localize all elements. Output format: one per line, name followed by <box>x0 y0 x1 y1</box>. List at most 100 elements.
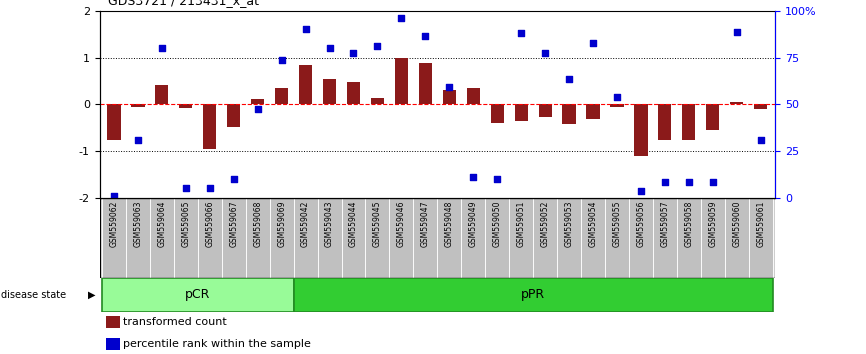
Text: pPR: pPR <box>521 288 546 301</box>
Text: GSM559067: GSM559067 <box>229 201 238 247</box>
Text: GSM559045: GSM559045 <box>373 201 382 247</box>
Bar <box>443 90 456 104</box>
Bar <box>341 198 365 278</box>
Text: GSM559069: GSM559069 <box>277 201 286 247</box>
Point <box>753 137 767 142</box>
Text: GSM559062: GSM559062 <box>109 201 119 247</box>
Bar <box>539 104 552 117</box>
Bar <box>437 198 462 278</box>
Text: GSM559043: GSM559043 <box>325 201 334 247</box>
Bar <box>132 104 145 107</box>
Bar <box>629 198 653 278</box>
Point <box>323 45 337 51</box>
Text: GSM559055: GSM559055 <box>612 201 622 247</box>
Text: GSM559049: GSM559049 <box>469 201 478 247</box>
Bar <box>275 88 288 104</box>
Bar <box>653 198 677 278</box>
Bar <box>294 198 318 278</box>
Bar <box>150 198 174 278</box>
Bar <box>677 198 701 278</box>
Bar <box>107 104 120 139</box>
Bar <box>126 198 150 278</box>
Text: transformed count: transformed count <box>123 317 227 327</box>
Bar <box>294 278 772 312</box>
Bar <box>605 198 629 278</box>
Text: GSM559056: GSM559056 <box>637 201 645 247</box>
Bar <box>533 198 557 278</box>
Bar <box>299 65 312 104</box>
Text: GSM559066: GSM559066 <box>205 201 214 247</box>
Text: GSM559051: GSM559051 <box>517 201 526 247</box>
Bar <box>246 198 269 278</box>
Bar <box>323 79 336 104</box>
Point <box>562 76 576 81</box>
Point <box>466 174 480 180</box>
Bar <box>413 198 437 278</box>
Point <box>346 50 360 56</box>
Point <box>514 30 528 36</box>
Point <box>443 84 456 90</box>
Bar <box>725 198 749 278</box>
Point <box>586 41 600 46</box>
Point <box>418 34 432 39</box>
Text: pCR: pCR <box>185 288 210 301</box>
Bar <box>222 198 246 278</box>
Point <box>131 137 145 142</box>
Point <box>490 177 504 182</box>
Text: GSM559050: GSM559050 <box>493 201 501 247</box>
Text: GSM559053: GSM559053 <box>565 201 573 247</box>
Bar <box>395 57 408 104</box>
Text: GSM559065: GSM559065 <box>181 201 191 247</box>
Bar <box>730 102 743 104</box>
Bar <box>347 82 360 104</box>
Bar <box>485 198 509 278</box>
Bar <box>269 198 294 278</box>
Bar <box>155 85 169 104</box>
Point <box>610 95 624 100</box>
Text: percentile rank within the sample: percentile rank within the sample <box>123 339 311 349</box>
Bar <box>390 198 413 278</box>
Text: GDS3721 / 213431_x_at: GDS3721 / 213431_x_at <box>108 0 259 7</box>
Bar <box>467 88 480 104</box>
Bar <box>491 104 504 123</box>
Text: GSM559044: GSM559044 <box>349 201 358 247</box>
Bar <box>102 198 126 278</box>
Bar <box>611 104 624 107</box>
Text: GSM559059: GSM559059 <box>708 201 717 247</box>
Text: disease state: disease state <box>1 290 66 300</box>
Point <box>251 106 265 112</box>
Bar <box>706 104 720 130</box>
Point <box>155 45 169 51</box>
Bar <box>107 316 120 328</box>
Bar <box>462 198 485 278</box>
Text: GSM559068: GSM559068 <box>253 201 262 247</box>
Bar <box>419 63 432 104</box>
Bar <box>563 104 576 124</box>
Bar <box>634 104 648 156</box>
Point <box>395 15 409 21</box>
Point <box>227 177 241 182</box>
Point <box>203 185 216 191</box>
Bar <box>514 104 527 121</box>
Point <box>371 43 385 48</box>
Point <box>634 188 648 194</box>
Bar <box>658 104 671 139</box>
Bar <box>227 104 240 127</box>
Text: GSM559047: GSM559047 <box>421 201 430 247</box>
Point <box>275 57 288 63</box>
Bar <box>682 104 695 139</box>
Text: GSM559058: GSM559058 <box>684 201 694 247</box>
Bar <box>581 198 605 278</box>
Bar <box>102 278 294 312</box>
Bar <box>174 198 197 278</box>
Point <box>730 29 744 35</box>
Text: ▶: ▶ <box>87 290 95 300</box>
Text: GSM559061: GSM559061 <box>756 201 766 247</box>
Bar <box>179 104 192 108</box>
Bar <box>107 338 120 350</box>
Text: GSM559046: GSM559046 <box>397 201 406 247</box>
Point <box>299 27 313 32</box>
Bar <box>586 104 599 119</box>
Point <box>658 179 672 185</box>
Bar <box>509 198 533 278</box>
